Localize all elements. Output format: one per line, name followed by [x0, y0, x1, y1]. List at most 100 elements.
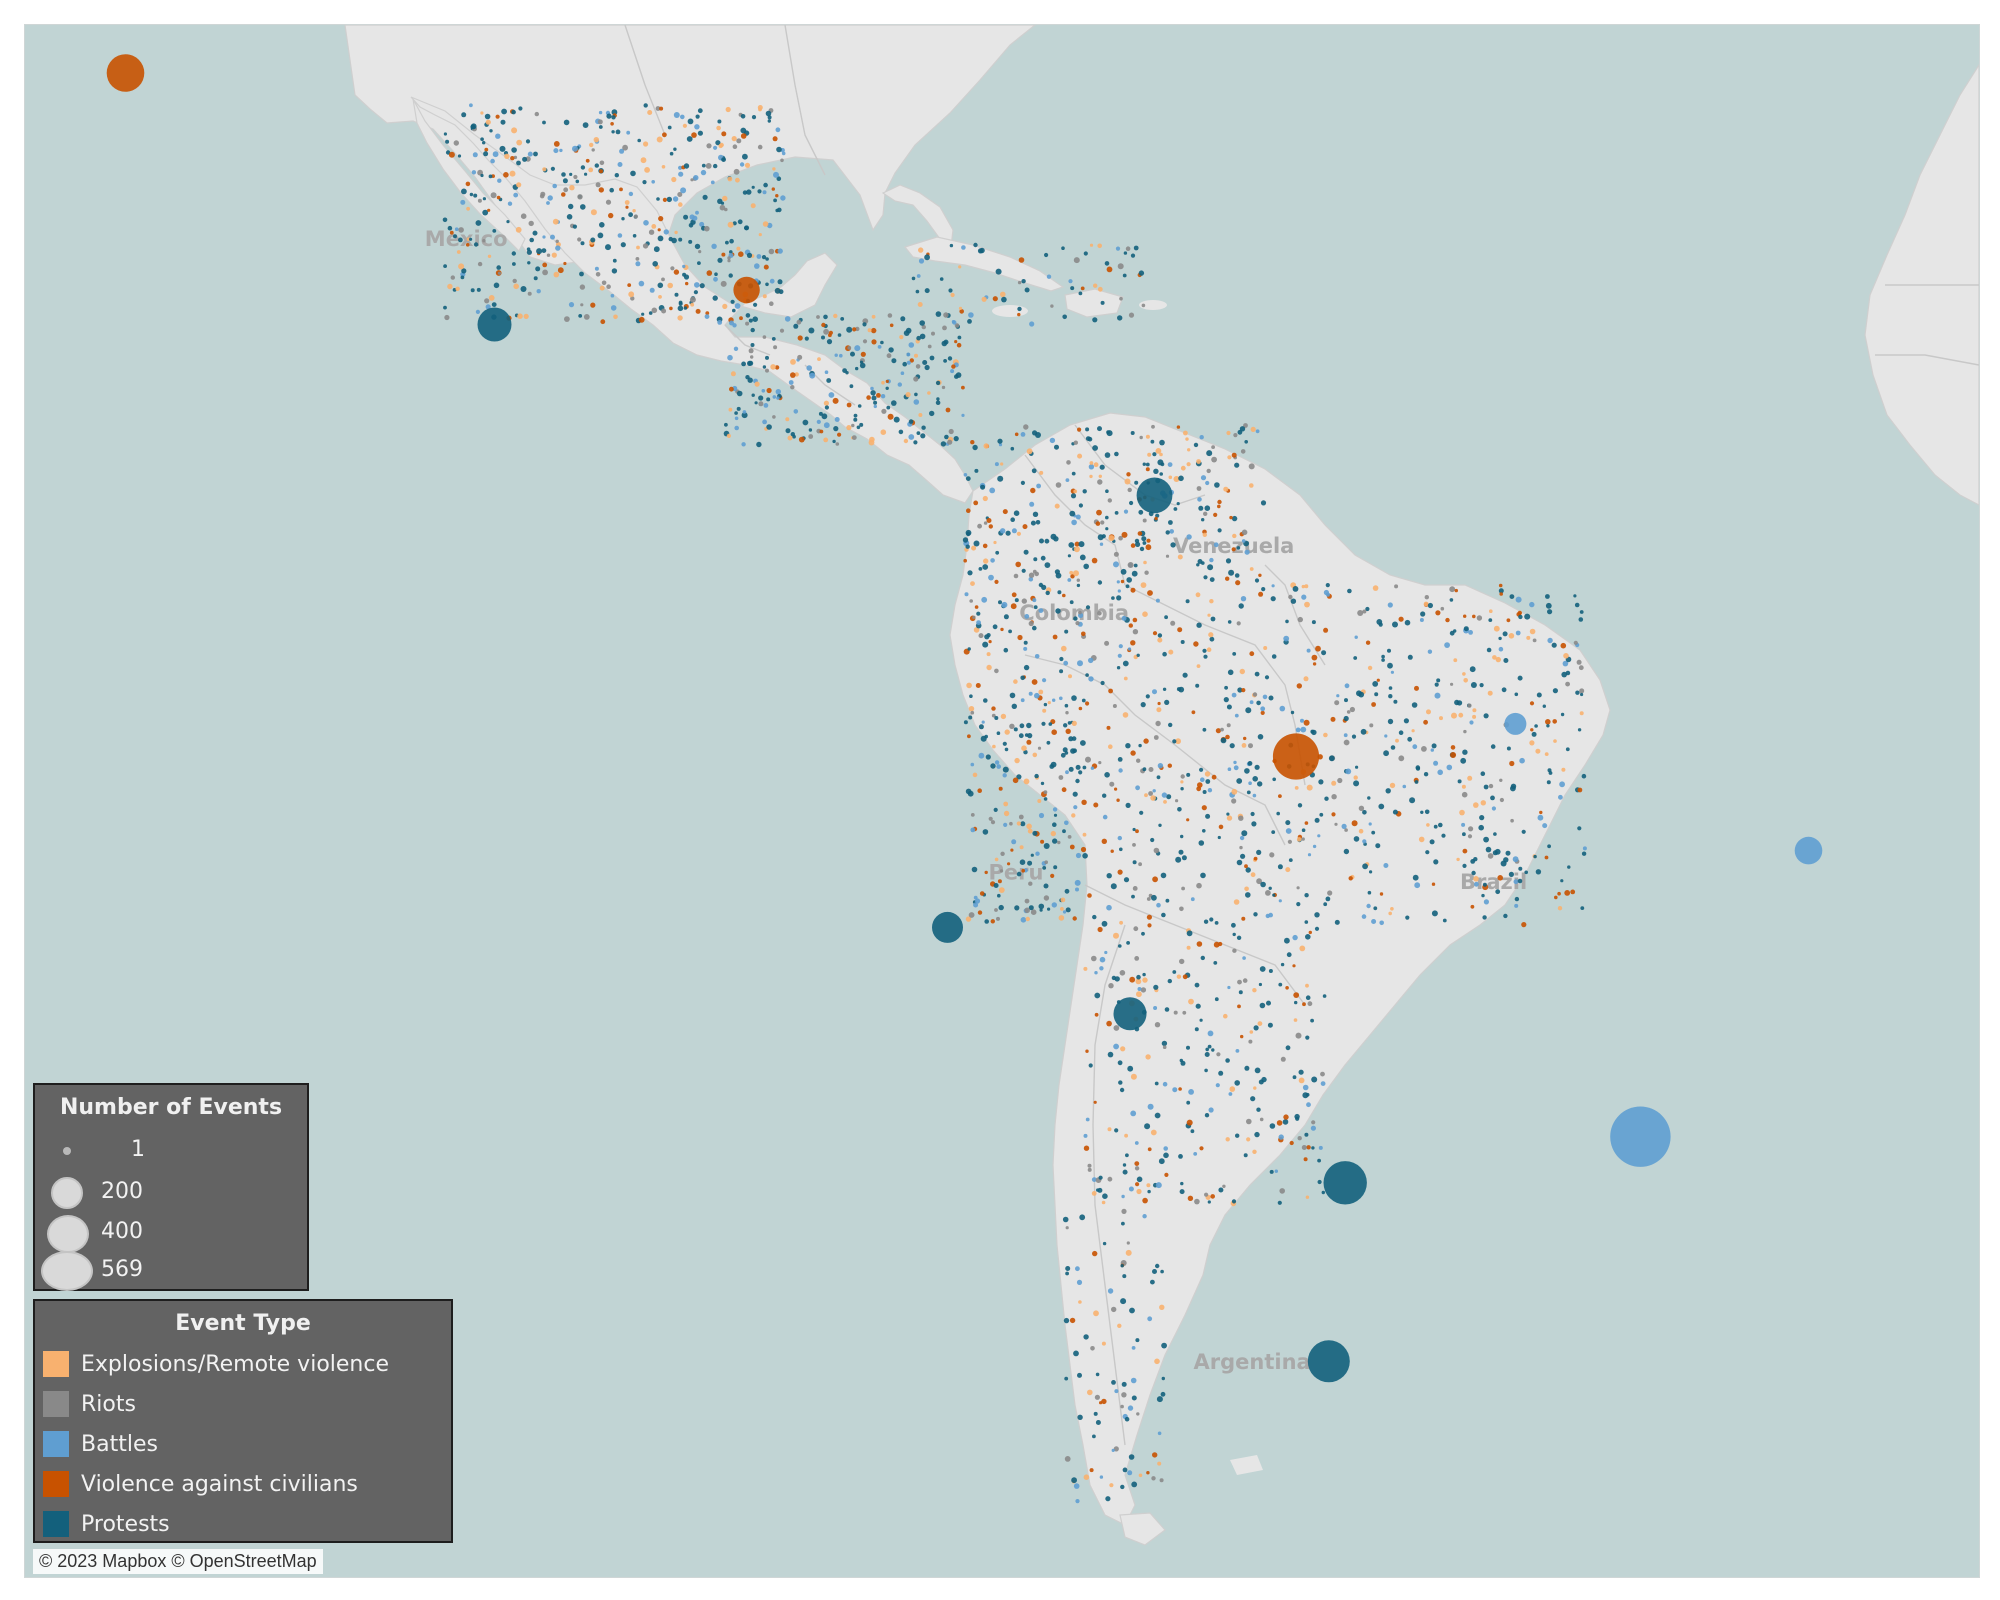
- event-point[interactable]: [1529, 740, 1535, 746]
- event-point[interactable]: [642, 243, 649, 249]
- event-point[interactable]: [750, 203, 756, 209]
- event-point[interactable]: [597, 232, 604, 239]
- event-point[interactable]: [1545, 602, 1552, 609]
- event-point[interactable]: [832, 397, 839, 404]
- event-point[interactable]: [913, 376, 919, 382]
- event-point[interactable]: [1155, 1263, 1160, 1269]
- event-point[interactable]: [1120, 1298, 1127, 1305]
- event-point[interactable]: [1130, 431, 1135, 435]
- event-point[interactable]: [721, 131, 727, 137]
- event-point[interactable]: [701, 163, 706, 168]
- event-point[interactable]: [1155, 1182, 1162, 1189]
- event-point[interactable]: [1127, 1065, 1134, 1072]
- event-point[interactable]: [563, 119, 570, 126]
- event-point[interactable]: [694, 243, 701, 250]
- event-point[interactable]: [546, 253, 551, 257]
- event-point[interactable]: [997, 893, 1001, 898]
- event-point[interactable]: [1064, 1456, 1071, 1462]
- event-point[interactable]: [785, 417, 790, 422]
- event-point[interactable]: [1197, 782, 1203, 788]
- event-point[interactable]: [1073, 570, 1079, 577]
- event-point[interactable]: [1254, 1131, 1260, 1138]
- event-point[interactable]: [972, 444, 978, 451]
- event-point[interactable]: [740, 114, 746, 119]
- event-point[interactable]: [1158, 1158, 1165, 1165]
- event-point[interactable]: [1456, 700, 1463, 706]
- event-point[interactable]: [1121, 1194, 1125, 1199]
- event-point[interactable]: [1474, 881, 1479, 887]
- event-point[interactable]: [1215, 1083, 1220, 1088]
- event-point[interactable]: [1471, 870, 1476, 876]
- event-point[interactable]: [762, 221, 769, 227]
- event-point[interactable]: [1336, 694, 1340, 698]
- event-point[interactable]: [1075, 1266, 1080, 1272]
- event-point[interactable]: [1136, 758, 1141, 763]
- event-point[interactable]: [1480, 800, 1487, 806]
- event-point[interactable]: [973, 540, 980, 547]
- event-point[interactable]: [682, 264, 686, 269]
- event-point[interactable]: [1301, 828, 1306, 832]
- event-point[interactable]: [1545, 719, 1551, 725]
- event-point[interactable]: [1193, 1152, 1198, 1156]
- event-point[interactable]: [542, 269, 548, 276]
- event-point[interactable]: [1553, 739, 1557, 743]
- event-point[interactable]: [772, 415, 776, 419]
- event-point[interactable]: [1035, 520, 1041, 525]
- event-point[interactable]: [1232, 932, 1236, 937]
- event-point[interactable]: [1037, 746, 1042, 750]
- event-point[interactable]: [727, 256, 731, 260]
- event-point[interactable]: [943, 359, 947, 363]
- event-point[interactable]: [1254, 671, 1260, 677]
- event-bubble[interactable]: [1323, 1161, 1367, 1205]
- event-point[interactable]: [1145, 694, 1150, 699]
- event-point[interactable]: [1075, 621, 1080, 626]
- event-point[interactable]: [1132, 860, 1137, 865]
- event-point[interactable]: [1231, 788, 1238, 795]
- event-point[interactable]: [1487, 690, 1493, 696]
- event-point[interactable]: [954, 340, 958, 344]
- event-point[interactable]: [1082, 853, 1088, 859]
- event-point[interactable]: [476, 287, 481, 292]
- event-point[interactable]: [1542, 823, 1548, 829]
- event-point[interactable]: [935, 380, 941, 386]
- event-point[interactable]: [716, 125, 721, 131]
- event-point[interactable]: [1204, 1192, 1209, 1197]
- event-point[interactable]: [1331, 794, 1337, 800]
- event-point[interactable]: [469, 237, 473, 241]
- event-point[interactable]: [1554, 895, 1558, 900]
- event-point[interactable]: [1292, 1075, 1297, 1080]
- event-point[interactable]: [1009, 723, 1015, 729]
- event-point[interactable]: [994, 668, 999, 674]
- event-point[interactable]: [886, 353, 892, 359]
- event-point[interactable]: [851, 435, 857, 440]
- event-point[interactable]: [1074, 879, 1081, 886]
- event-point[interactable]: [1000, 291, 1006, 298]
- event-point[interactable]: [1014, 905, 1020, 911]
- event-point[interactable]: [1143, 738, 1149, 744]
- event-point[interactable]: [943, 339, 949, 345]
- event-point[interactable]: [997, 879, 1002, 884]
- event-point[interactable]: [909, 358, 914, 363]
- event-point[interactable]: [1344, 683, 1350, 689]
- event-point[interactable]: [1204, 1113, 1210, 1118]
- event-point[interactable]: [1193, 442, 1199, 448]
- event-point[interactable]: [651, 307, 658, 314]
- event-point[interactable]: [695, 114, 700, 119]
- event-point[interactable]: [756, 441, 762, 448]
- event-bubble[interactable]: [1794, 836, 1823, 865]
- event-point[interactable]: [655, 106, 661, 111]
- event-point[interactable]: [1046, 740, 1051, 745]
- event-point[interactable]: [1265, 890, 1271, 896]
- event-point[interactable]: [1450, 682, 1454, 686]
- event-point[interactable]: [1153, 468, 1159, 474]
- event-point[interactable]: [1367, 796, 1371, 800]
- event-point[interactable]: [1038, 903, 1045, 910]
- event-point[interactable]: [1077, 1414, 1083, 1421]
- event-point[interactable]: [1544, 855, 1549, 860]
- event-point[interactable]: [1444, 642, 1450, 648]
- event-point[interactable]: [1499, 797, 1504, 803]
- event-point[interactable]: [659, 106, 664, 111]
- event-point[interactable]: [455, 286, 460, 291]
- event-point[interactable]: [1102, 814, 1108, 820]
- event-point[interactable]: [1225, 558, 1232, 564]
